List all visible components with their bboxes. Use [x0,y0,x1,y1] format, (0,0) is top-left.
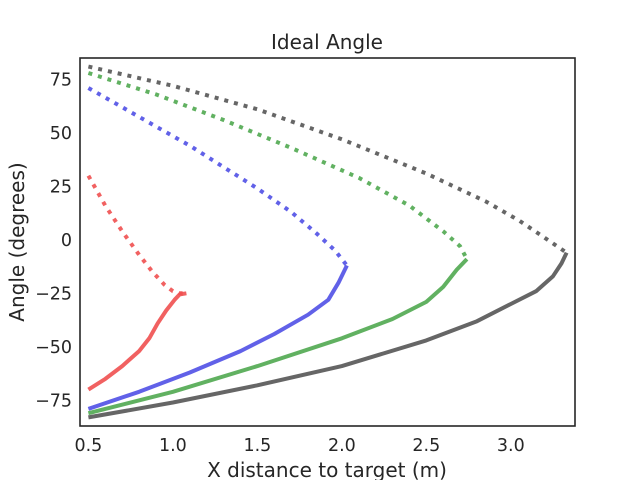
y-tick-label: 50 [50,124,72,144]
x-axis-ticks: 0.5 1.0 1.5 2.0 2.5 3.0 [74,436,524,456]
x-axis-label: X distance to target (m) [207,458,447,480]
y-tick-label: 25 [50,177,72,197]
series-line-6-dotted [87,71,469,261]
x-tick-label: 3.0 [497,436,525,456]
y-axis-ticks: −75 −50 −25 0 25 50 75 [35,70,72,411]
y-axis-label: Angle (degrees) [5,162,29,321]
y-tick-label: −25 [35,284,72,304]
series-line-4-dotted [87,86,349,267]
series-line-8-dotted [87,64,568,255]
series-layer [86,64,569,420]
series-line-3-solid [87,264,349,411]
y-tick-label: 0 [61,231,72,251]
series-line-7-solid [88,251,569,420]
y-tick-label: 75 [50,70,72,90]
chart-title: Ideal Angle [271,30,383,54]
series-line-5-solid [87,257,469,416]
x-tick-label: 2.5 [412,436,440,456]
series-line-2-dotted [86,174,187,296]
x-tick-label: 1.5 [243,436,271,456]
series-line-1-solid [87,291,187,392]
x-tick-label: 1.0 [159,436,187,456]
y-tick-label: −75 [35,391,72,411]
x-tick-label: 0.5 [74,436,102,456]
y-tick-label: −50 [35,338,72,358]
x-tick-label: 2.0 [328,436,356,456]
plot-frame [79,57,576,427]
